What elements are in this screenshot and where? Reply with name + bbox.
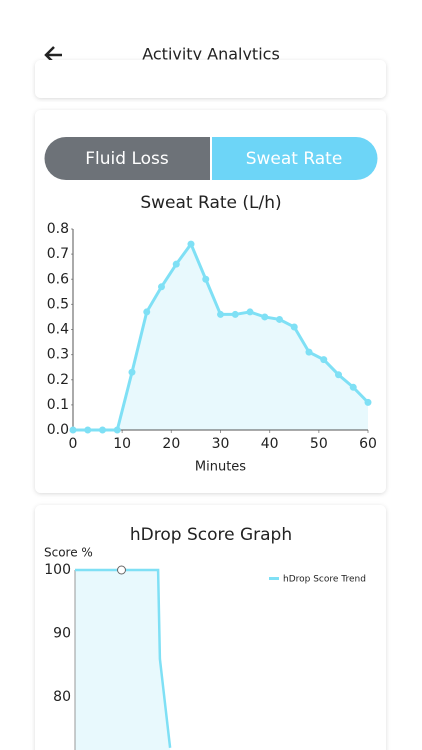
y-axis-label: Score %	[44, 546, 93, 560]
point	[84, 426, 92, 434]
x-tick-label: 10	[113, 436, 131, 452]
legend-label: hDrop Score Trend	[283, 575, 366, 585]
point	[290, 323, 298, 331]
y-tick-label: 0.3	[47, 347, 69, 363]
tab-fluid-loss[interactable]	[44, 137, 211, 180]
y-tick-label: 0.7	[47, 246, 69, 262]
chart-title: hDrop Score Graph	[130, 525, 292, 545]
tab-label: Fluid Loss	[85, 149, 169, 169]
x-tick-label: 30	[212, 436, 230, 452]
header-title: Activity Analytics	[142, 45, 280, 64]
tab-sweat-rate[interactable]	[212, 137, 378, 180]
x-tick-label: 60	[359, 436, 377, 452]
y-tick-label: 100	[44, 562, 71, 578]
point	[261, 313, 269, 321]
x-tick-label: 20	[162, 436, 180, 452]
point	[99, 426, 106, 434]
y-tick-label: 0.1	[47, 397, 69, 413]
point	[143, 308, 151, 316]
y-tick-label: 0.8	[47, 221, 69, 237]
y-tick-label: 0.4	[47, 322, 69, 338]
y-tick-label: 0.0	[47, 422, 69, 438]
point	[158, 283, 165, 291]
y-tick-label: 0.5	[47, 296, 69, 312]
point	[217, 310, 224, 318]
point	[187, 240, 195, 248]
area	[75, 570, 171, 750]
point	[364, 398, 372, 406]
point	[202, 275, 210, 283]
point	[335, 371, 342, 379]
x-tick-label: 50	[310, 436, 328, 452]
chart-title: Sweat Rate (L/h)	[140, 193, 281, 213]
area	[73, 244, 368, 430]
line	[75, 568, 172, 748]
x-tick-label: 0	[69, 436, 78, 452]
point	[305, 348, 313, 356]
x-axis-label: Minutes	[195, 460, 246, 475]
y-tick-label: 0.2	[47, 372, 69, 388]
legend-swatch	[269, 577, 279, 580]
point	[128, 368, 136, 376]
x-tick-label: 40	[261, 436, 279, 452]
card	[35, 60, 386, 98]
y-tick-label: 0.6	[47, 271, 69, 287]
point	[276, 315, 283, 323]
tab-label: Sweat Rate	[246, 149, 343, 169]
point	[349, 383, 357, 391]
y-tick-label: 80	[53, 689, 71, 705]
point	[246, 308, 254, 316]
y-tick-label: 90	[53, 626, 71, 642]
point	[69, 426, 77, 434]
point	[113, 426, 121, 434]
point	[117, 565, 126, 575]
point	[231, 310, 239, 318]
point	[172, 260, 180, 268]
point	[320, 356, 328, 364]
